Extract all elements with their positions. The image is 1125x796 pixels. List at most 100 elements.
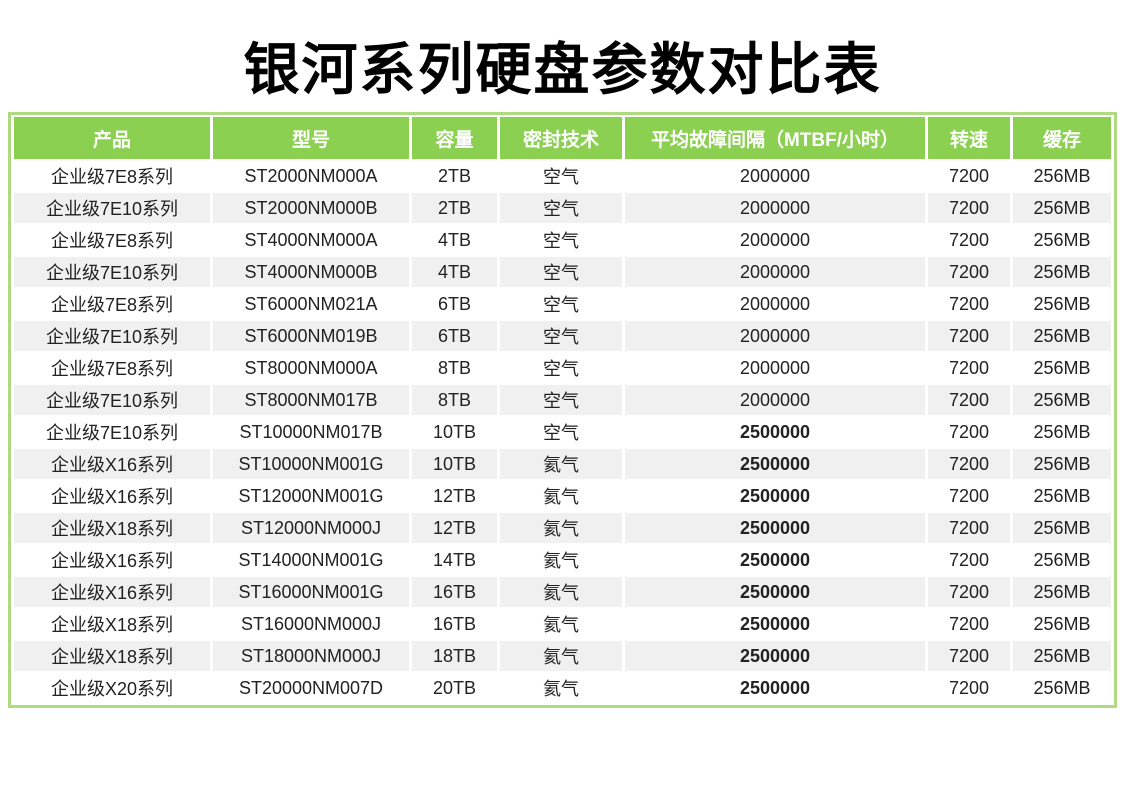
- cell-product: 企业级7E8系列: [14, 289, 210, 319]
- cell-product: 企业级7E10系列: [14, 321, 210, 351]
- cell-rpm: 7200: [928, 545, 1010, 575]
- column-header-capacity: 容量: [412, 117, 497, 159]
- cell-seal-tech: 氦气: [500, 641, 622, 671]
- cell-cache: 256MB: [1013, 577, 1111, 607]
- cell-rpm: 7200: [928, 417, 1010, 447]
- cell-model: ST2000NM000B: [213, 193, 409, 223]
- cell-mtbf: 2000000: [625, 321, 925, 351]
- table-row: 企业级7E10系列 ST2000NM000B 2TB 空气 2000000 7200 256…: [14, 193, 1111, 223]
- cell-product: 企业级X16系列: [14, 449, 210, 479]
- cell-model: ST8000NM017B: [213, 385, 409, 415]
- cell-mtbf: 2500000: [625, 449, 925, 479]
- cell-cache: 256MB: [1013, 193, 1111, 223]
- cell-seal-tech: 氦气: [500, 609, 622, 639]
- cell-product: 企业级X20系列: [14, 673, 210, 703]
- cell-seal-tech: 氦气: [500, 545, 622, 575]
- cell-cache: 256MB: [1013, 225, 1111, 255]
- cell-mtbf: 2000000: [625, 161, 925, 191]
- cell-seal-tech: 空气: [500, 161, 622, 191]
- cell-cache: 256MB: [1013, 321, 1111, 351]
- cell-seal-tech: 空气: [500, 193, 622, 223]
- cell-seal-tech: 空气: [500, 289, 622, 319]
- cell-model: ST4000NM000B: [213, 257, 409, 287]
- table-row: 企业级X18系列 ST12000NM000J 12TB 氦气 2500000 7200 25…: [14, 513, 1111, 543]
- cell-seal-tech: 空气: [500, 353, 622, 383]
- cell-seal-tech: 氦气: [500, 481, 622, 511]
- cell-cache: 256MB: [1013, 417, 1111, 447]
- cell-model: ST12000NM000J: [213, 513, 409, 543]
- cell-seal-tech: 氦气: [500, 449, 622, 479]
- cell-rpm: 7200: [928, 577, 1010, 607]
- cell-rpm: 7200: [928, 257, 1010, 287]
- cell-product: 企业级7E10系列: [14, 257, 210, 287]
- cell-mtbf: 2500000: [625, 673, 925, 703]
- cell-rpm: 7200: [928, 225, 1010, 255]
- cell-mtbf: 2500000: [625, 609, 925, 639]
- cell-capacity: 12TB: [412, 513, 497, 543]
- cell-product: 企业级X18系列: [14, 641, 210, 671]
- table-row: 企业级7E8系列 ST4000NM000A 4TB 空气 2000000 7200 256M…: [14, 225, 1111, 255]
- table-header: 产品 型号 容量 密封技术 平均故障间隔（MTBF/小时） 转速 缓存: [14, 117, 1111, 159]
- cell-product: 企业级X18系列: [14, 609, 210, 639]
- column-header-seal-tech: 密封技术: [500, 117, 622, 159]
- table-row: 企业级X16系列 ST14000NM001G 14TB 氦气 2500000 7200 25…: [14, 545, 1111, 575]
- header-row: 产品 型号 容量 密封技术 平均故障间隔（MTBF/小时） 转速 缓存: [14, 117, 1111, 159]
- table-row: 企业级X18系列 ST18000NM000J 18TB 氦气 2500000 7200 25…: [14, 641, 1111, 671]
- cell-model: ST6000NM021A: [213, 289, 409, 319]
- cell-product: 企业级7E10系列: [14, 417, 210, 447]
- cell-mtbf: 2000000: [625, 353, 925, 383]
- table-row: 企业级X20系列 ST20000NM007D 20TB 氦气 2500000 7200 25…: [14, 673, 1111, 703]
- cell-rpm: 7200: [928, 193, 1010, 223]
- cell-rpm: 7200: [928, 641, 1010, 671]
- table-row: 企业级7E10系列 ST8000NM017B 8TB 空气 2000000 7200 256…: [14, 385, 1111, 415]
- cell-cache: 256MB: [1013, 609, 1111, 639]
- cell-capacity: 8TB: [412, 353, 497, 383]
- cell-rpm: 7200: [928, 353, 1010, 383]
- cell-cache: 256MB: [1013, 449, 1111, 479]
- cell-mtbf: 2500000: [625, 577, 925, 607]
- cell-model: ST18000NM000J: [213, 641, 409, 671]
- cell-rpm: 7200: [928, 673, 1010, 703]
- cell-cache: 256MB: [1013, 257, 1111, 287]
- cell-product: 企业级7E10系列: [14, 193, 210, 223]
- cell-seal-tech: 空气: [500, 417, 622, 447]
- cell-cache: 256MB: [1013, 353, 1111, 383]
- cell-product: 企业级7E10系列: [14, 385, 210, 415]
- cell-mtbf: 2000000: [625, 257, 925, 287]
- cell-seal-tech: 空气: [500, 321, 622, 351]
- cell-cache: 256MB: [1013, 481, 1111, 511]
- cell-capacity: 10TB: [412, 417, 497, 447]
- cell-mtbf: 2500000: [625, 417, 925, 447]
- table-row: 企业级7E10系列 ST6000NM019B 6TB 空气 2000000 7200 256…: [14, 321, 1111, 351]
- cell-mtbf: 2000000: [625, 289, 925, 319]
- cell-rpm: 7200: [928, 609, 1010, 639]
- table-row: 企业级7E10系列 ST10000NM017B 10TB 空气 2500000 7200 2…: [14, 417, 1111, 447]
- cell-model: ST14000NM001G: [213, 545, 409, 575]
- cell-rpm: 7200: [928, 321, 1010, 351]
- cell-rpm: 7200: [928, 161, 1010, 191]
- cell-cache: 256MB: [1013, 545, 1111, 575]
- cell-capacity: 6TB: [412, 321, 497, 351]
- cell-mtbf: 2000000: [625, 193, 925, 223]
- cell-rpm: 7200: [928, 449, 1010, 479]
- column-header-cache: 缓存: [1013, 117, 1111, 159]
- cell-mtbf: 2500000: [625, 481, 925, 511]
- cell-product: 企业级X18系列: [14, 513, 210, 543]
- cell-capacity: 16TB: [412, 577, 497, 607]
- spec-table: 产品 型号 容量 密封技术 平均故障间隔（MTBF/小时） 转速 缓存 企业级7…: [11, 115, 1114, 705]
- table-row: 企业级7E10系列 ST4000NM000B 4TB 空气 2000000 7200 256…: [14, 257, 1111, 287]
- cell-model: ST12000NM001G: [213, 481, 409, 511]
- cell-capacity: 20TB: [412, 673, 497, 703]
- cell-capacity: 16TB: [412, 609, 497, 639]
- cell-cache: 256MB: [1013, 673, 1111, 703]
- cell-model: ST4000NM000A: [213, 225, 409, 255]
- cell-capacity: 8TB: [412, 385, 497, 415]
- cell-capacity: 14TB: [412, 545, 497, 575]
- table-row: 企业级X18系列 ST16000NM000J 16TB 氦气 2500000 7200 25…: [14, 609, 1111, 639]
- table-row: 企业级X16系列 ST16000NM001G 16TB 氦气 2500000 7200 25…: [14, 577, 1111, 607]
- table-row: 企业级X16系列 ST12000NM001G 12TB 氦气 2500000 7200 25…: [14, 481, 1111, 511]
- cell-model: ST10000NM001G: [213, 449, 409, 479]
- cell-seal-tech: 氦气: [500, 673, 622, 703]
- cell-cache: 256MB: [1013, 641, 1111, 671]
